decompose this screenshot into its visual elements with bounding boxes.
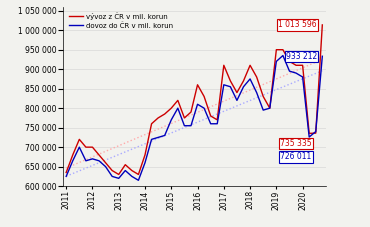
Text: 735 335: 735 335 [280,139,312,148]
Text: 726 011: 726 011 [280,152,312,161]
Text: 1 013 596: 1 013 596 [279,20,317,30]
Text: 933 212: 933 212 [286,52,317,61]
Legend: vývoz z ČR v mil. korun, dovoz do ČR v mil. korun: vývoz z ČR v mil. korun, dovoz do ČR v m… [69,12,174,29]
